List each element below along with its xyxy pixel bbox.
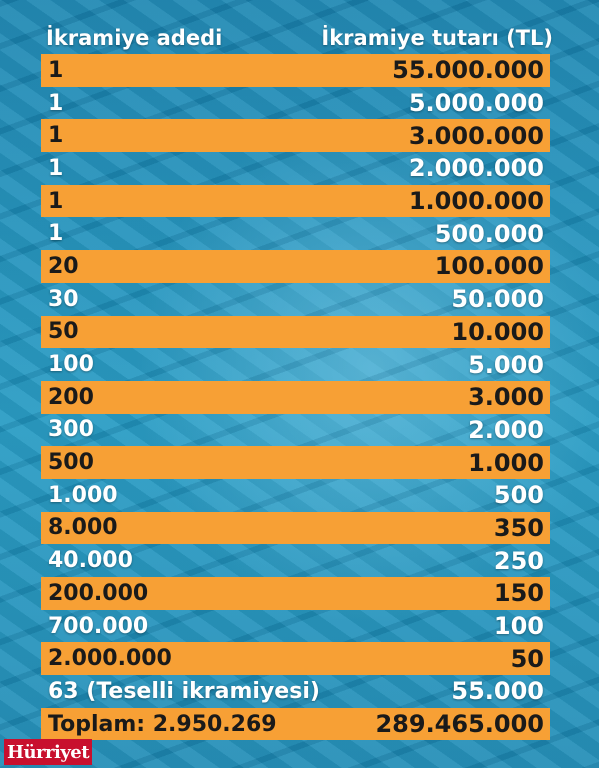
prize-amount: 1.000 bbox=[468, 448, 544, 477]
hurriyet-logo: Hürriyet bbox=[4, 739, 92, 765]
prize-count: 50 bbox=[48, 319, 79, 345]
prize-count: 700.000 bbox=[48, 613, 149, 639]
prize-amount: 500 bbox=[493, 481, 544, 510]
prize-amount: 55.000 bbox=[451, 677, 544, 706]
prize-row: 40.000 250 bbox=[41, 544, 550, 577]
prize-amount: 5.000.000 bbox=[408, 89, 544, 118]
prize-amount: 350 bbox=[493, 513, 544, 542]
prize-row: 1 5.000.000 bbox=[41, 87, 550, 120]
prize-row: 50 10.000 bbox=[41, 315, 550, 349]
prize-rows: 1 55.000.000 1 5.000.000 1 3.000.000 1 2.000.00… bbox=[41, 54, 550, 741]
prize-row: 1 3.000.000 bbox=[41, 119, 550, 153]
prize-count: 8.000 bbox=[48, 515, 118, 541]
prize-amount: 2.000 bbox=[468, 415, 544, 444]
prize-amount: 50.000 bbox=[451, 285, 544, 314]
prize-row: 1 1.000.000 bbox=[41, 184, 550, 218]
prize-row: 1 55.000.000 bbox=[41, 54, 550, 87]
prize-count: 1.000 bbox=[48, 482, 118, 508]
prize-count: 1 bbox=[48, 57, 64, 83]
prize-count: 200.000 bbox=[48, 580, 149, 606]
prize-count: 100 bbox=[48, 352, 94, 378]
prize-amount: 3.000 bbox=[468, 383, 544, 412]
prize-count: 40.000 bbox=[48, 548, 133, 574]
prize-amount: 100 bbox=[493, 612, 544, 641]
header-count-label: İkramiye adedi bbox=[46, 26, 223, 50]
prize-amount: 10.000 bbox=[451, 317, 544, 346]
prize-amount: 289.465.000 bbox=[375, 710, 544, 739]
prize-amount: 55.000.000 bbox=[392, 56, 544, 85]
prize-count: 1 bbox=[48, 90, 64, 116]
prize-count: 2.000.000 bbox=[48, 646, 172, 672]
table-header: İkramiye adedi İkramiye tutarı (TL) bbox=[46, 22, 553, 54]
prize-row: 30 50.000 bbox=[41, 283, 550, 316]
prize-count: 20 bbox=[48, 253, 79, 279]
prize-count: Toplam: 2.950.269 bbox=[48, 711, 277, 737]
prize-count: 63 (Teselli ikramiyesi) bbox=[48, 678, 320, 704]
prize-row: 200 3.000 bbox=[41, 380, 550, 414]
prize-count: 200 bbox=[48, 384, 94, 410]
prize-count: 1 bbox=[48, 221, 64, 247]
prize-row: 63 (Teselli ikramiyesi) 55.000 bbox=[41, 675, 550, 708]
prize-count: 300 bbox=[48, 417, 94, 443]
prize-row: 1.000 500 bbox=[41, 479, 550, 512]
prize-row: 100 5.000 bbox=[41, 348, 550, 381]
prize-count: 1 bbox=[48, 188, 64, 214]
prize-amount: 50 bbox=[510, 644, 544, 673]
prize-row: 700.000 100 bbox=[41, 610, 550, 643]
prize-amount: 100.000 bbox=[434, 252, 544, 281]
prize-amount: 1.000.000 bbox=[408, 187, 544, 216]
prize-row: 200.000 150 bbox=[41, 577, 550, 610]
prize-amount: 3.000.000 bbox=[408, 121, 544, 150]
prize-amount: 500.000 bbox=[434, 219, 544, 248]
prize-amount: 150 bbox=[493, 579, 544, 608]
prize-row: 1 500.000 bbox=[41, 217, 550, 250]
prize-amount: 2.000.000 bbox=[408, 154, 544, 183]
prize-count: 1 bbox=[48, 123, 64, 149]
prize-count: 30 bbox=[48, 286, 79, 312]
header-amount-label: İkramiye tutarı (TL) bbox=[321, 26, 553, 50]
prize-amount: 250 bbox=[493, 546, 544, 575]
prize-row: 300 2.000 bbox=[41, 414, 550, 447]
prize-count: 1 bbox=[48, 155, 64, 181]
total-row: Toplam: 2.950.269 289.465.000 bbox=[41, 707, 550, 741]
prize-amount: 5.000 bbox=[468, 350, 544, 379]
prize-row: 500 1.000 bbox=[41, 446, 550, 479]
prize-count: 500 bbox=[48, 450, 94, 476]
prize-row: 2.000.000 50 bbox=[41, 642, 550, 676]
prize-row: 1 2.000.000 bbox=[41, 152, 550, 185]
prize-row: 8.000 350 bbox=[41, 511, 550, 545]
prize-row: 20 100.000 bbox=[41, 250, 550, 283]
